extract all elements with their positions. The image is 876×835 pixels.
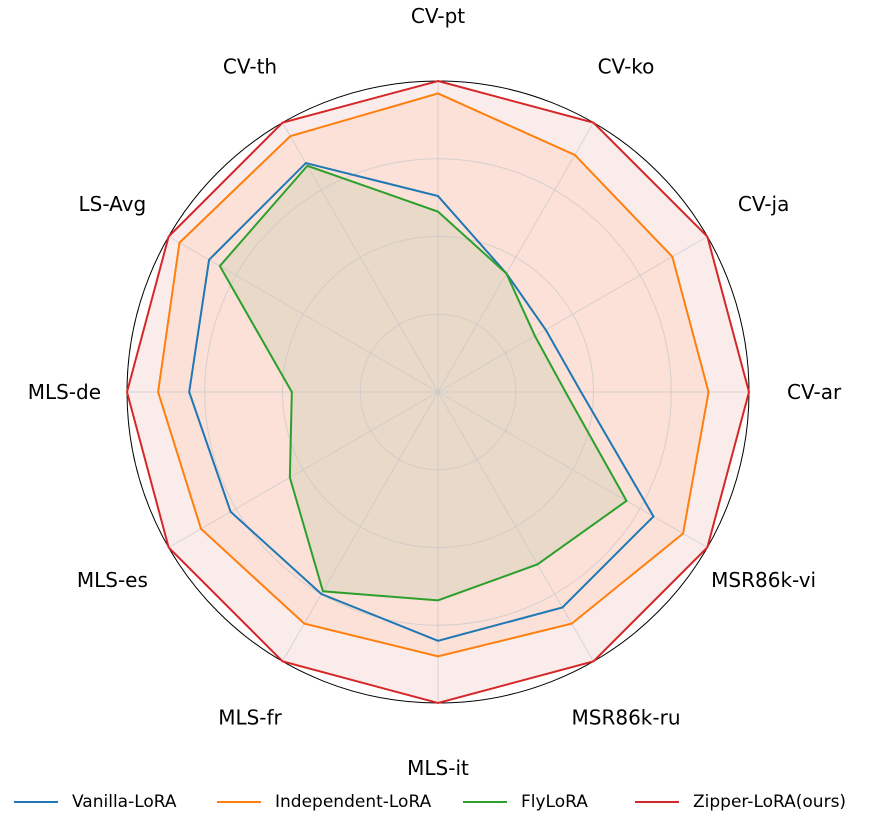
legend: Vanilla-LoRA Independent-LoRA FlyLoRA Zippe… <box>14 792 846 812</box>
legend-item-independent-lora: Independent-LoRA <box>217 792 432 812</box>
series-lines <box>125 79 751 705</box>
grid-spoke-cv-ja <box>437 236 708 393</box>
grid-spoke-mls-es <box>168 391 439 548</box>
grid <box>126 80 750 704</box>
axis-label-msr86k-ru: MSR86k-ru <box>572 706 681 730</box>
axis-label-cv-ar: CV-ar <box>787 380 842 404</box>
legend-label-independent-lora: Independent-LoRA <box>275 792 432 812</box>
legend-label-vanilla-lora: Vanilla-LoRA <box>72 792 177 812</box>
legend-label-flylora: FlyLoRA <box>521 792 588 812</box>
series-line-vanilla-lora <box>188 161 655 642</box>
axis-labels: CV-pt CV-ko CV-ja CV-ar MSR86k-vi MSR86k-ru ML… <box>28 4 842 780</box>
axis-label-ls-avg: LS-Avg <box>79 192 147 216</box>
grid-spoke-cv-th <box>282 122 439 393</box>
axis-label-mls-de: MLS-de <box>28 380 101 404</box>
series-line-independent-lora <box>157 92 710 658</box>
axis-label-cv-ja: CV-ja <box>738 192 790 216</box>
axis-label-cv-th: CV-th <box>223 54 277 78</box>
axis-label-mls-es: MLS-es <box>77 568 148 592</box>
legend-item-vanilla-lora: Vanilla-LoRA <box>14 792 177 812</box>
legend-label-zipper-lora-ours: Zipper-LoRA(ours) <box>693 792 846 812</box>
grid-spoke-msr86k-ru <box>437 391 594 662</box>
axis-label-cv-ko: CV-ko <box>598 54 655 78</box>
grid-spoke-msr86k-vi <box>437 391 708 548</box>
series-fill-independent-lora <box>158 93 709 657</box>
axis-label-mls-fr: MLS-fr <box>218 706 282 730</box>
series-line-zipper-lora-ours <box>125 79 751 705</box>
grid-spoke-mls-fr <box>282 391 439 662</box>
grid-spoke-cv-ko <box>437 122 594 393</box>
grid-spoke-ls-avg <box>168 236 439 393</box>
series-line-flylora <box>218 164 628 602</box>
axis-label-cv-pt: CV-pt <box>411 4 465 28</box>
legend-item-zipper-lora-ours: Zipper-LoRA(ours) <box>635 792 846 812</box>
axis-label-msr86k-vi: MSR86k-vi <box>711 568 816 592</box>
legend-item-flylora: FlyLoRA <box>463 792 588 812</box>
axis-label-mls-it: MLS-it <box>407 756 469 780</box>
